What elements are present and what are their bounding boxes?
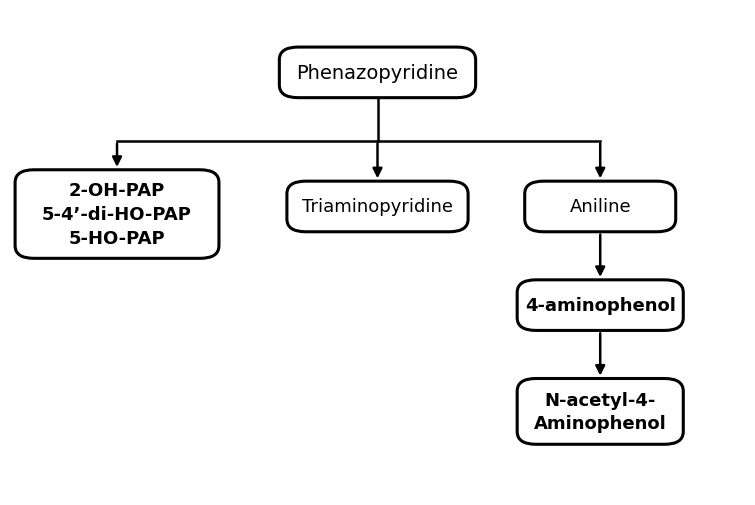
Text: 2-OH-PAP
5-4’-di-HO-PAP
5-HO-PAP: 2-OH-PAP 5-4’-di-HO-PAP 5-HO-PAP [42, 182, 192, 247]
FancyBboxPatch shape [287, 182, 468, 232]
FancyBboxPatch shape [517, 379, 683, 444]
Text: N-acetyl-4-
Aminophenol: N-acetyl-4- Aminophenol [534, 391, 667, 432]
FancyBboxPatch shape [15, 171, 219, 259]
Text: Phenazopyridine: Phenazopyridine [297, 64, 458, 83]
FancyBboxPatch shape [517, 280, 683, 331]
FancyBboxPatch shape [525, 182, 676, 232]
Text: 4-aminophenol: 4-aminophenol [525, 296, 676, 315]
Text: Aniline: Aniline [569, 198, 631, 216]
Text: Triaminopyridine: Triaminopyridine [302, 198, 453, 216]
FancyBboxPatch shape [279, 48, 476, 98]
